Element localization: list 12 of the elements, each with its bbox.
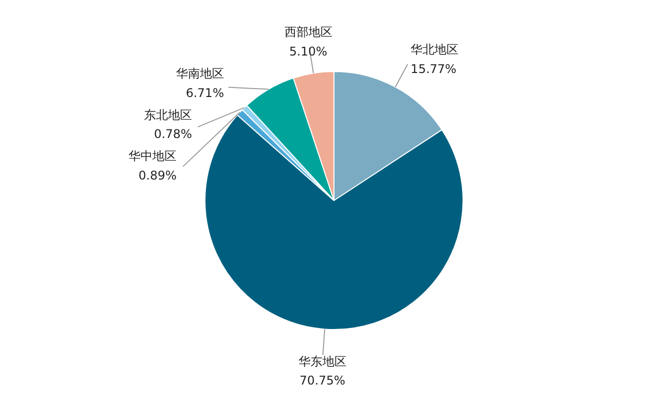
data-label: 70.75%	[300, 374, 346, 388]
slice-label: 西部地区	[284, 25, 332, 40]
slice-label: 华东地区	[298, 354, 346, 368]
data-label: 6.71%	[186, 86, 224, 100]
slice-label: 华北地区	[410, 42, 459, 57]
slice-label: 华南地区	[176, 66, 224, 81]
slice-label: 东北地区	[144, 108, 192, 122]
data-label: 0.78%	[154, 127, 192, 142]
data-label: 0.89%	[138, 168, 177, 182]
data-label: 15.77%	[410, 62, 456, 76]
data-label: 5.10%	[289, 44, 328, 59]
slice-label: 华中地区	[128, 149, 177, 164]
